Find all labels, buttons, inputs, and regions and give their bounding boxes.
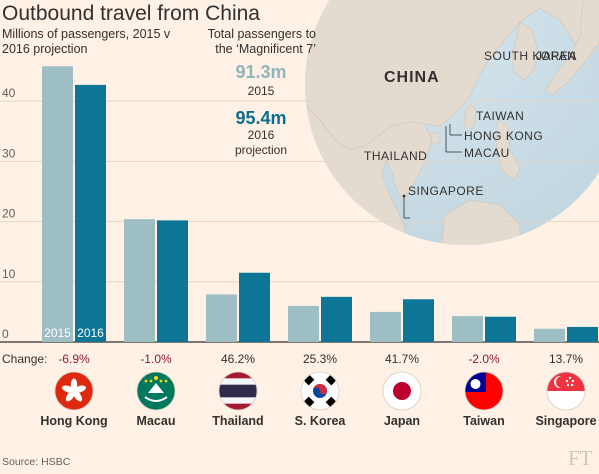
thailand-flag-icon [218,371,258,411]
chart-title: Outbound travel from China [2,2,260,25]
category-label: Japan [384,414,420,428]
y-tick-label: 30 [2,146,16,160]
category-label: Thailand [212,414,263,428]
bar-hong-kong-2015 [42,66,73,342]
change-value: -2.0% [468,352,500,366]
change-value: -6.9% [58,352,90,366]
change-row-label: Change: [2,352,47,366]
flags [54,371,586,411]
y-tick-label: 0 [2,327,9,341]
bar-japan-2016 [403,299,434,342]
change-value: 13.7% [549,352,583,366]
macau-flag-icon [136,371,176,411]
y-tick-label: 20 [2,207,16,221]
category-label: Macau [137,414,176,428]
totals-2016-value: 95.4m [235,108,287,128]
source-note: Source: HSBC [2,456,71,468]
category-label: Taiwan [463,414,504,428]
map-label-hong-kong: HONG KONG [464,129,543,143]
taiwan-landmass [463,103,477,133]
philippines-landmass [495,119,521,181]
category-label: Hong Kong [40,414,107,428]
change-value: 25.3% [303,352,337,366]
singapore-flag-icon [546,371,586,411]
bar-macau-2016 [157,220,188,342]
data-labels: Change: 2015 2016 -6.9% Hong Kong -1.0% Macau 4… [2,326,597,428]
hong-kong-flag-icon [54,371,94,411]
chart-subtitle: Millions of passengers, 2015 v 2016 proj… [2,27,171,56]
map-label-thailand: THAILAND [364,149,427,163]
taiwan-flag-icon [464,371,504,411]
map-label-macau: MACAU [464,146,510,160]
change-value: -1.0% [140,352,172,366]
map-label-south-korea-text: SOUTH KOREA [484,49,577,63]
map-label-singapore: SINGAPORE [408,184,484,198]
category-label: S. Korea [295,414,347,428]
ft-logo: FT [568,446,593,470]
map-label-south-korea: SOUTH KOREA [484,49,577,63]
y-tick-label: 10 [2,267,16,281]
bar-thailand-2016 [239,272,270,342]
hainan-landmass [429,131,441,145]
bar-singapore-2016 [567,326,598,342]
south-korea-flag-icon [300,371,340,411]
bar-macau-2015 [124,219,155,342]
korea-landmass [511,21,539,81]
bar-s-korea-2016 [321,296,352,342]
map-label-taiwan: TAIWAN [476,109,524,123]
change-value: 46.2% [221,352,255,366]
bar-thailand-2015 [206,294,237,342]
bar-japan-2015 [370,311,401,342]
borneo-landmass [439,199,521,245]
bar-hong-kong-2016 [75,84,106,343]
map-label-china: CHINA [384,69,440,86]
bars [42,66,598,343]
totals-2016-label: 2016 projection [234,128,288,157]
y-tick-label: 40 [2,86,16,100]
totals-2015-label: 2015 [247,84,275,98]
japan-landmass [545,0,599,96]
map-label-japan: JAPAN [536,49,576,63]
series-label-2016: 2016 [77,326,104,340]
bar-taiwan-2016 [485,316,516,342]
bar-taiwan-2015 [452,316,483,342]
category-label: Singapore [535,414,596,428]
bar-s-korea-2015 [288,305,319,342]
totals-label: Total passengers to the ‘Magnificent 7’ [207,27,316,56]
series-label-2015: 2015 [44,326,71,340]
totals-2015-value: 91.3m [235,62,287,82]
map: CHINA SOUTH KOREA JAPAN TAIWAN HONG KONG… [305,0,599,245]
japan-flag-icon [382,371,422,411]
bar-singapore-2015 [534,328,565,342]
change-value: 41.7% [385,352,419,366]
